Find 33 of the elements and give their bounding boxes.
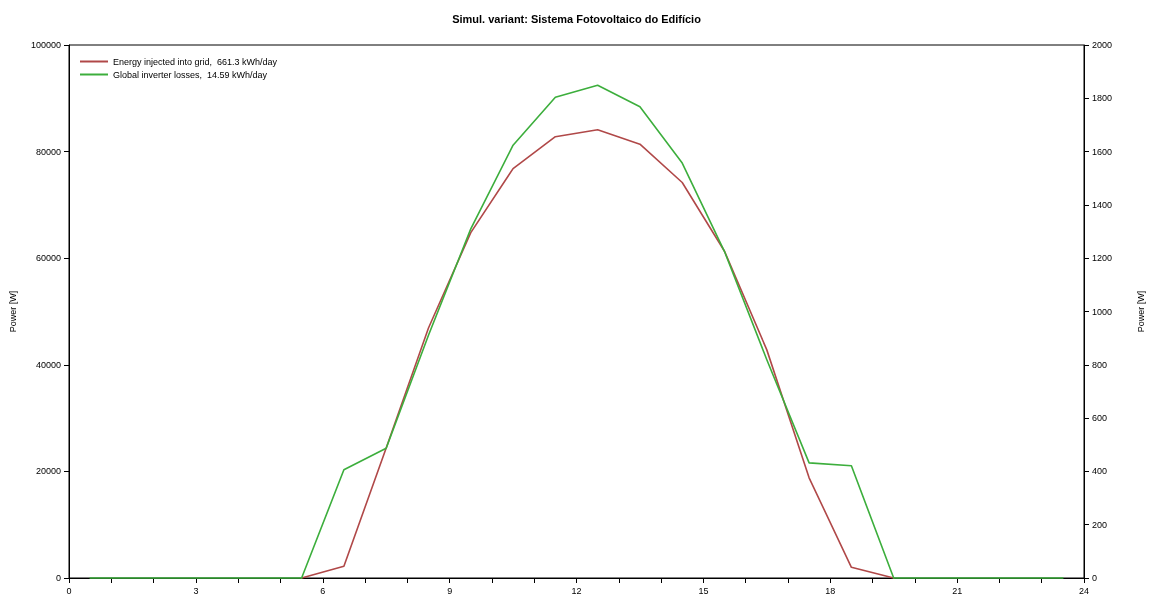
- x-tick-label: 15: [698, 585, 709, 596]
- chart-title: Simul. variant: Sistema Fotovoltaico do Edifício: [452, 12, 702, 25]
- y-tick-label: 60000: [35, 253, 61, 264]
- y2-tick-label: 800: [1092, 359, 1108, 370]
- y-tick-label: 40000: [35, 359, 61, 370]
- y-tick-label: 80000: [35, 146, 61, 157]
- y-tick-label: 20000: [35, 466, 61, 477]
- y2-tick-label: 200: [1092, 519, 1108, 530]
- y2-tick-label: 1800: [1092, 93, 1113, 104]
- x-tick-label: 3: [193, 585, 199, 596]
- x-tick-label: 12: [571, 585, 582, 596]
- legend-label: Energy injected into grid, 661.3 kWh/day: [113, 56, 278, 67]
- y2-axis-title: Power [W]: [1135, 290, 1146, 333]
- x-tick-label: 18: [825, 585, 836, 596]
- x-tick-label: 0: [66, 585, 72, 596]
- x-tick-label: 21: [952, 585, 963, 596]
- x-tick-label: 6: [320, 585, 326, 596]
- y2-tick-label: 400: [1092, 466, 1108, 477]
- y2-tick-label: 600: [1092, 413, 1108, 424]
- y2-tick-label: 1600: [1092, 146, 1113, 157]
- y2-tick-label: 0: [1092, 573, 1098, 583]
- y2-tick-label: 2000: [1092, 40, 1113, 50]
- y2-tick-label: 1200: [1092, 253, 1113, 264]
- line-series: [300, 128, 895, 579]
- line-series: [89, 84, 1064, 579]
- y2-tick-label: 1000: [1092, 306, 1113, 317]
- x-tick-label: 9: [447, 585, 453, 596]
- y2-tick-label: 1400: [1092, 199, 1113, 210]
- y-tick-label: 0: [55, 573, 61, 583]
- y-axis-title: Power [W]: [7, 290, 18, 333]
- x-tick-label: 24: [1078, 585, 1090, 596]
- legend-label: Global inverter losses, 14.59 kWh/day: [113, 69, 268, 80]
- y-tick-label: 100000: [30, 40, 61, 50]
